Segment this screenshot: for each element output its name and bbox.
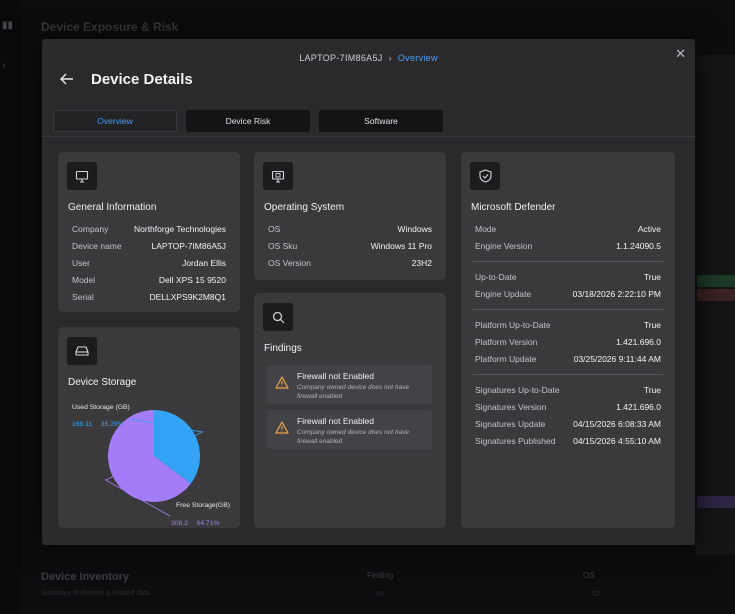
defender-row-engine-version: Engine Version 1.1.24090.5 bbox=[475, 241, 661, 251]
divider bbox=[42, 136, 695, 137]
close-icon[interactable]: ✕ bbox=[675, 46, 686, 61]
breadcrumb: LAPTOP-7IM86A5J › Overview bbox=[42, 53, 695, 63]
defender-row-signatures-published: Signatures Published 04/15/2026 4:55:10 A… bbox=[475, 436, 661, 446]
pie-label-free: Free Storage(GB) bbox=[176, 502, 231, 509]
background-column-finding: Finding bbox=[367, 571, 394, 580]
divider bbox=[473, 309, 663, 310]
device-details-modal: LAPTOP-7IM86A5J › Overview ✕ Device Detail… bbox=[42, 39, 695, 545]
pie-slice-used[interactable] bbox=[154, 410, 200, 484]
background-logo-icon: ▮▮ bbox=[2, 20, 14, 31]
defender-row-engine-update: Engine Update 03/18/2026 2:22:10 PM bbox=[475, 289, 661, 299]
finding-description: Company owned device does not have firew… bbox=[297, 384, 410, 400]
background-inventory-subtitle: Summary of devices & related data bbox=[41, 590, 150, 597]
os-row-os: OS Windows bbox=[268, 224, 432, 234]
findings-card: Findings Firewall not Enabled Company ow… bbox=[254, 293, 446, 528]
info-row-serial: Serial DELLXPS9K2M8Q1 bbox=[72, 292, 226, 302]
os-row-version: OS Version 23H2 bbox=[268, 258, 432, 268]
background-sidebar bbox=[0, 0, 22, 614]
tab-software[interactable]: Software bbox=[319, 110, 443, 132]
os-row-sku: OS Sku Windows 11 Pro bbox=[268, 241, 432, 251]
defender-row-signatures-version: Signatures Version 1.421.696.0 bbox=[475, 402, 661, 412]
background-page-title: Device Exposure & Risk bbox=[41, 20, 179, 34]
finding-title: Firewall not Enabled bbox=[297, 416, 375, 426]
card-title: Microsoft Defender bbox=[471, 202, 556, 213]
info-row-company: Company Northforge Technologies bbox=[72, 224, 226, 234]
chevron-right-icon: › bbox=[388, 53, 392, 63]
background-finding-filter: 66 bbox=[376, 591, 384, 598]
tab-device-risk[interactable]: Device Risk bbox=[186, 110, 310, 132]
pie-value-free: 308.2 64.71% bbox=[171, 520, 220, 527]
defender-row-platform-up-to-date: Platform Up-to-Date True bbox=[475, 320, 661, 330]
background-inventory-title: Device Inventory bbox=[41, 571, 130, 583]
search-icon bbox=[263, 303, 293, 331]
card-title: Operating System bbox=[264, 202, 345, 213]
pie-label-used: Used Storage (GB) bbox=[72, 404, 130, 411]
microsoft-defender-card: Microsoft Defender Mode Active Engine Ver… bbox=[461, 152, 675, 528]
divider bbox=[473, 374, 663, 375]
page-title: Device Details bbox=[91, 71, 193, 88]
background-nav-icon: › bbox=[2, 60, 6, 71]
pie-slice-free[interactable] bbox=[107, 410, 191, 502]
info-row-user: User Jordan Ellis bbox=[72, 258, 226, 268]
background-chart-stripe bbox=[697, 275, 735, 287]
pie-leader-free bbox=[104, 475, 171, 517]
background-chart-stripe bbox=[697, 496, 735, 508]
info-row-model: Model Dell XPS 15 9520 bbox=[72, 275, 226, 285]
info-row-device-name: Device name LAPTOP-7IM86A5J bbox=[72, 241, 226, 251]
background-os-filter: 52 bbox=[592, 591, 600, 598]
background-column-os: OS bbox=[583, 571, 595, 580]
pie-value-used: 168.11 35.29% bbox=[72, 421, 124, 428]
card-title: Findings bbox=[264, 343, 302, 354]
finding-item[interactable]: Firewall not Enabled Company owned devic… bbox=[267, 365, 432, 404]
defender-row-mode: Mode Active bbox=[475, 224, 661, 234]
finding-title: Firewall not Enabled bbox=[297, 371, 375, 381]
tab-overview[interactable]: Overview bbox=[53, 110, 177, 132]
shield-icon bbox=[470, 162, 500, 190]
breadcrumb-current: Overview bbox=[397, 53, 438, 63]
card-title: General Information bbox=[68, 202, 157, 213]
defender-row-platform-update: Platform Update 03/25/2026 9:11:44 AM bbox=[475, 354, 661, 364]
background-right-panel bbox=[695, 55, 735, 555]
operating-system-card: Operating System OS Windows OS Sku Windows… bbox=[254, 152, 446, 280]
divider bbox=[473, 261, 663, 262]
monitor-icon bbox=[67, 162, 97, 190]
background-chart-stripe bbox=[697, 289, 735, 301]
warning-icon bbox=[275, 421, 289, 434]
device-storage-card: Device Storage Used Storage (GB) 168.11 … bbox=[58, 327, 240, 528]
finding-item[interactable]: Firewall not Enabled Company owned devic… bbox=[267, 410, 432, 449]
storage-pie-chart bbox=[104, 410, 204, 517]
pie-leader-used bbox=[129, 418, 204, 437]
defender-row-platform-version: Platform Version 1.421.696.0 bbox=[475, 337, 661, 347]
defender-row-signatures-up-to-date: Signatures Up-to-Date True bbox=[475, 385, 661, 395]
defender-row-up-to-date: Up-to-Date True bbox=[475, 272, 661, 282]
card-title: Device Storage bbox=[68, 377, 137, 388]
general-information-card: General Information Company Northforge Te… bbox=[58, 152, 240, 312]
back-arrow-icon[interactable] bbox=[60, 69, 74, 90]
defender-row-signatures-update: Signatures Update 04/15/2026 6:08:33 AM bbox=[475, 419, 661, 429]
storage-icon bbox=[67, 337, 97, 365]
breadcrumb-device[interactable]: LAPTOP-7IM86A5J bbox=[299, 53, 383, 63]
os-icon bbox=[263, 162, 293, 190]
finding-description: Company owned device does not have firew… bbox=[297, 429, 410, 445]
warning-icon bbox=[275, 376, 289, 389]
